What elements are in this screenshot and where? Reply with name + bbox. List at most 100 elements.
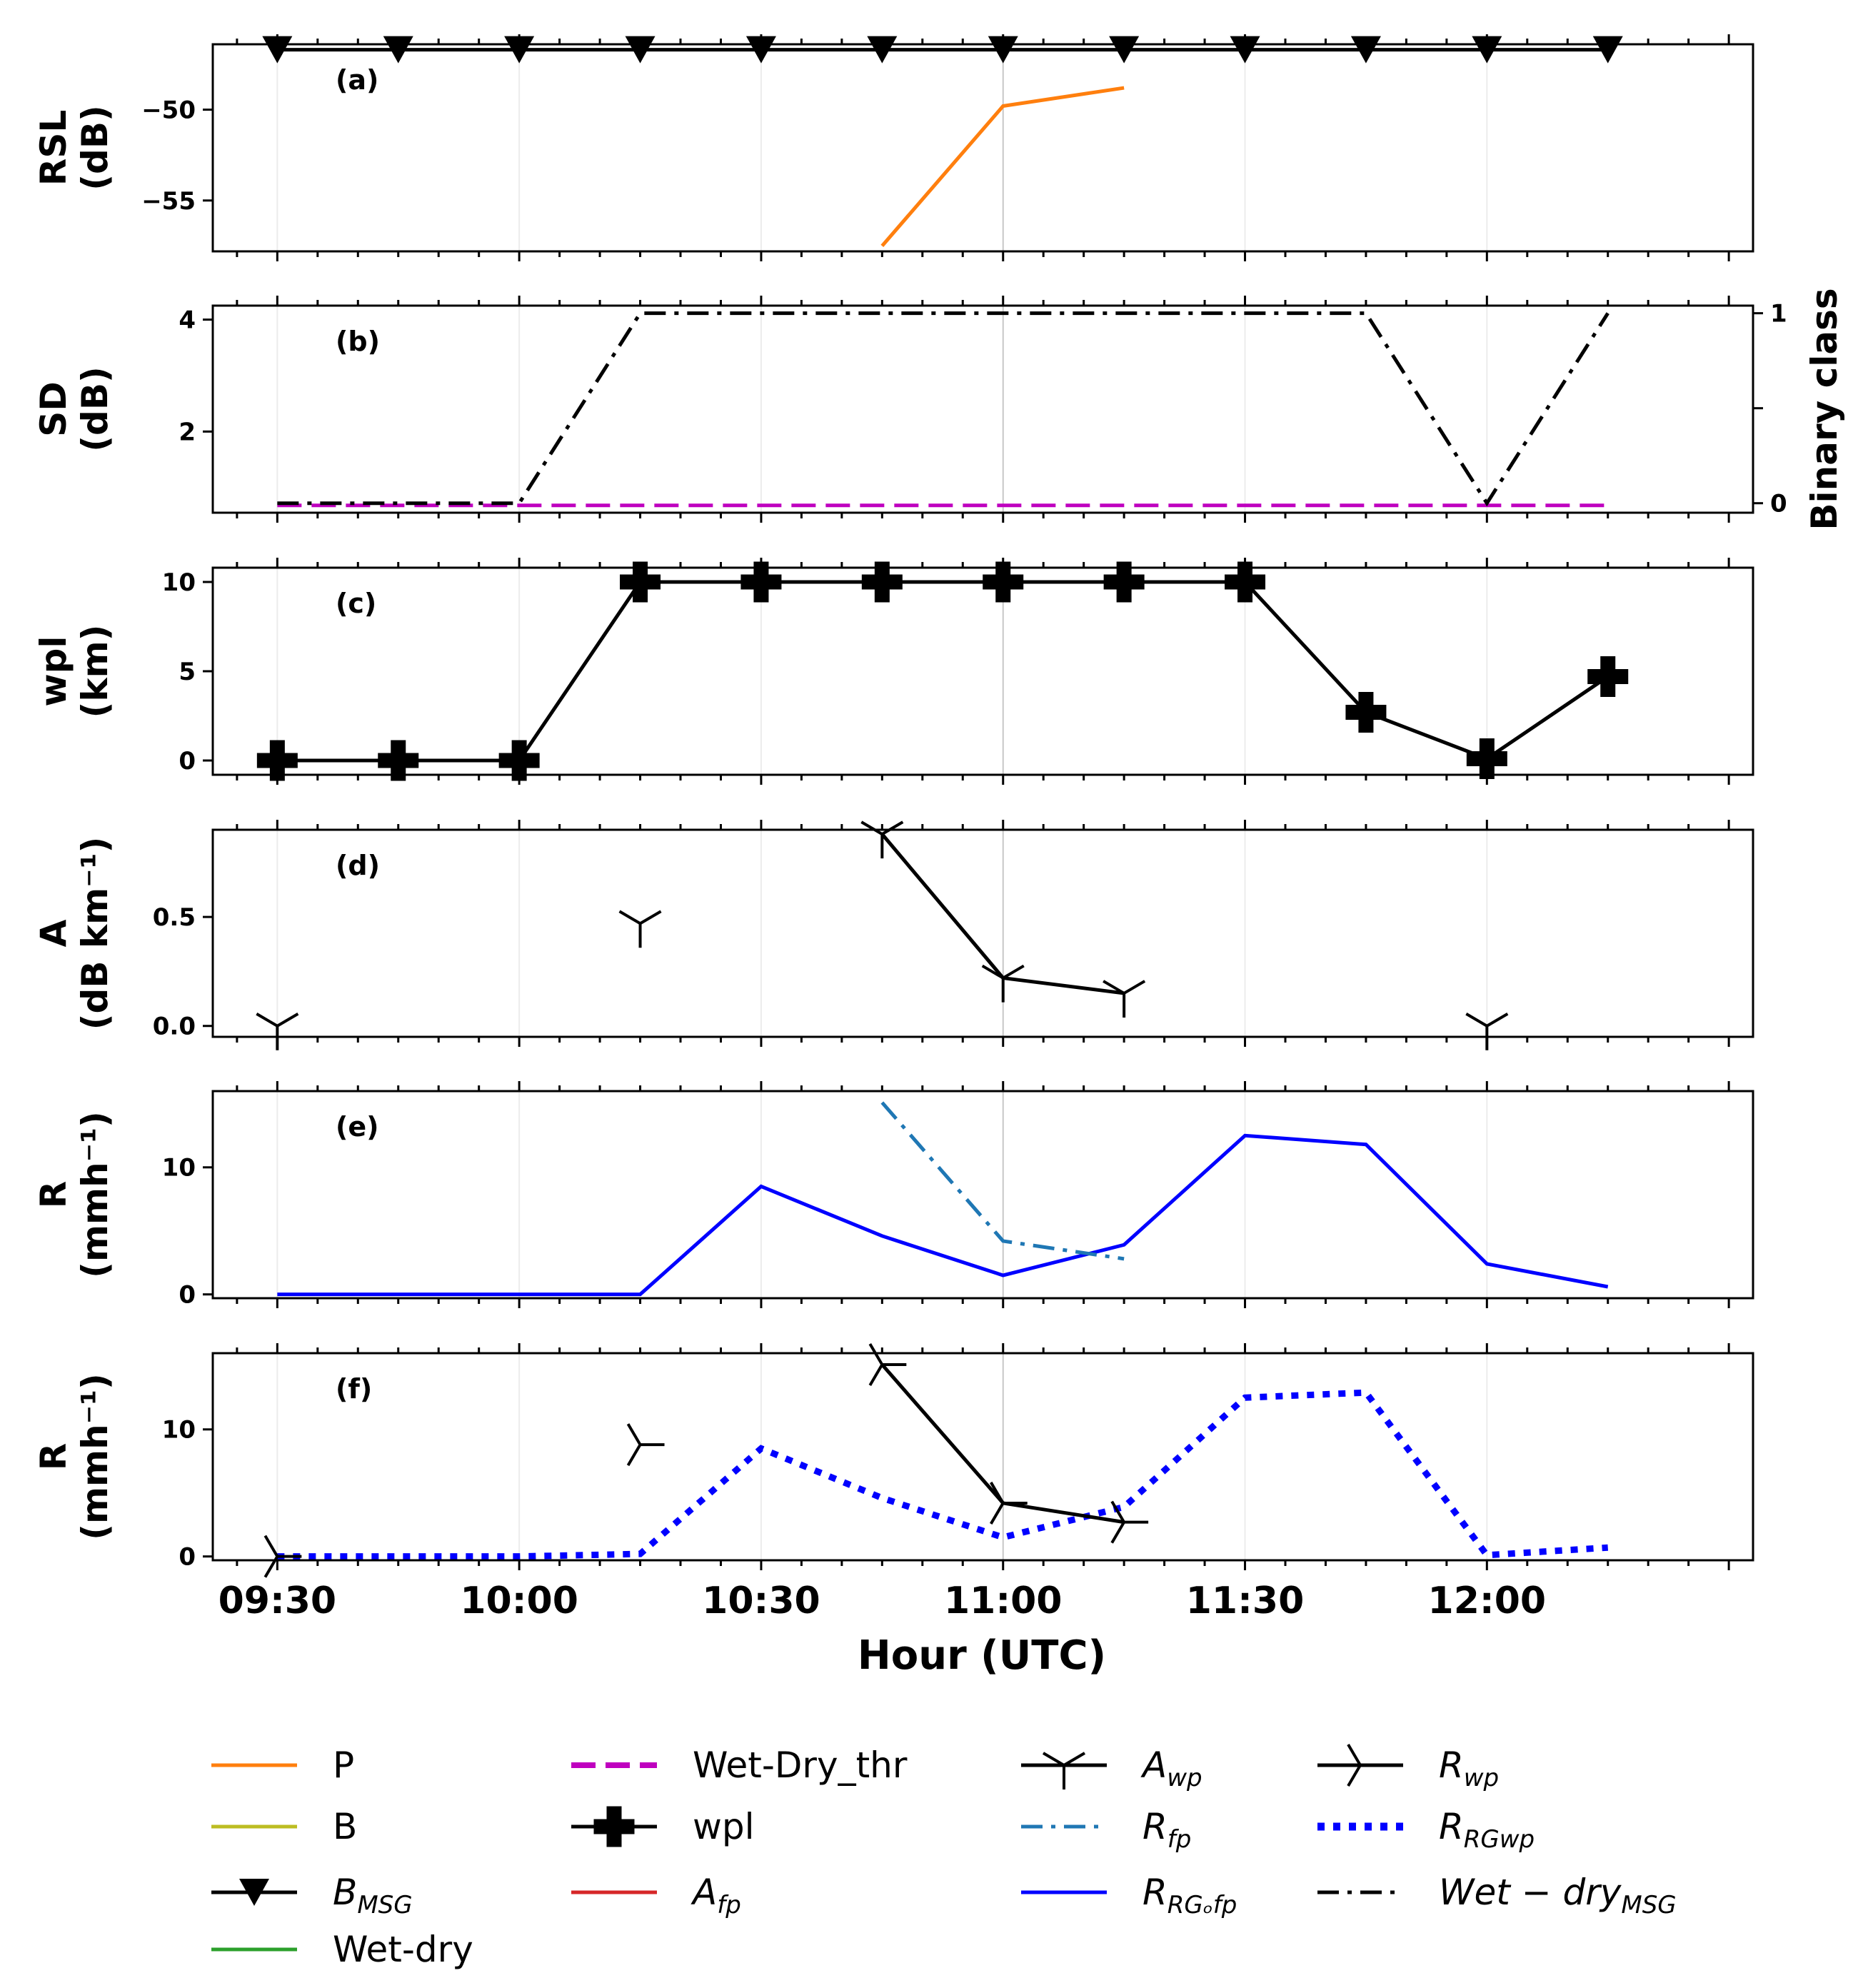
triangle-marker <box>625 36 656 64</box>
x-tick-label: 12:00 <box>1428 1580 1547 1622</box>
y-right-tick-label: 0 <box>1770 490 1787 518</box>
legend-label: Wet − dryMSG <box>1439 1872 1677 1919</box>
y-tick-label: 0.5 <box>153 903 196 932</box>
y-axis-unit: (mmh⁻¹) <box>74 1373 116 1540</box>
tri-right-marker <box>990 1481 1028 1525</box>
y-axis-unit: (dB) <box>74 366 116 452</box>
tri-down-marker <box>981 964 1025 1003</box>
triangle-marker <box>745 36 776 64</box>
y-axis-unit: (dB km⁻¹) <box>74 837 116 1030</box>
legend-label: P <box>333 1744 354 1786</box>
y-axis-label: R <box>33 1181 74 1209</box>
y-axis-unit: (km) <box>74 624 116 718</box>
legend-item: Wet-dry <box>211 1929 473 1970</box>
series-A_wp <box>256 820 1509 1050</box>
series-line <box>880 86 1125 248</box>
series-B_MSG <box>262 36 1623 64</box>
series-R_wp <box>263 1342 1149 1578</box>
triangle-marker <box>988 36 1018 64</box>
y-tick-label: −55 <box>141 187 196 216</box>
series-line <box>277 1133 1609 1297</box>
plus-marker <box>620 561 661 603</box>
x-tick-label: 09:30 <box>219 1580 337 1622</box>
triangle-marker <box>1350 36 1381 64</box>
legend-label: Rwp <box>1439 1744 1499 1792</box>
y-axis-label: wpl <box>33 636 74 706</box>
y-axis-label: SD <box>33 381 74 437</box>
legend-subscript: MSG <box>357 1891 412 1919</box>
y-tick-label: 4 <box>179 306 196 335</box>
series-line <box>880 833 1005 980</box>
panel-a: −50 −55 RSL (dB) (a) <box>33 34 1754 261</box>
tri-right-marker <box>626 1423 665 1467</box>
panel-c: 10 5 0 wpl (km) (c) <box>33 558 1754 785</box>
legend-item: Rfp <box>1021 1806 1191 1854</box>
plus-marker <box>256 740 298 781</box>
y-tick-label: 10 <box>162 1154 196 1183</box>
y-tick-label: 10 <box>162 568 196 597</box>
legend-item: Awp <box>1021 1744 1202 1792</box>
plus-marker <box>1466 738 1507 779</box>
legend-subscript: fp <box>717 1891 741 1919</box>
y-tick-label: 5 <box>179 658 196 686</box>
plus-marker <box>1345 692 1387 733</box>
legend-item: Wet − dryMSG <box>1317 1872 1677 1919</box>
panel-e: 10 0 R (mmh⁻¹) (e) <box>33 1081 1754 1310</box>
plus-marker <box>378 740 419 781</box>
triangle-marker <box>262 36 293 64</box>
legend-item: wpl <box>571 1806 755 1847</box>
tri-down-marker <box>1465 1013 1509 1050</box>
plus-marker <box>861 561 903 603</box>
legend-subscript: fp <box>1168 1825 1192 1854</box>
panel-d: 0.5 0.0 A (dB km⁻¹) (d) <box>33 820 1754 1050</box>
panel-b: 4 2 1 0 Binary class SD (dB) (b) <box>33 288 1845 530</box>
tri-down-marker <box>256 1013 299 1050</box>
panel-label: (d) <box>336 850 380 881</box>
legend-subscript: RGwp <box>1464 1825 1535 1854</box>
legend-item: RRGₒfp <box>1021 1872 1237 1919</box>
y-axis-label: RSL <box>33 110 74 186</box>
series-line <box>1003 976 1125 995</box>
legend-label: RRGwp <box>1439 1806 1535 1854</box>
plus-marker <box>593 1806 635 1847</box>
series-Wet-dry_MSG <box>277 311 1610 507</box>
plus-marker <box>1225 561 1266 603</box>
legend-subscript: wp <box>1167 1764 1202 1792</box>
legend-label: Afp <box>691 1872 741 1919</box>
y-tick-label: −50 <box>141 96 196 125</box>
y-tick-label: 2 <box>179 418 196 446</box>
series-line <box>277 311 1610 507</box>
panel-frame <box>211 566 1754 776</box>
plus-marker <box>1587 656 1629 697</box>
legend-subscript: RGₒfp <box>1168 1891 1237 1919</box>
series-line <box>1003 1501 1125 1525</box>
series-R_RG_fp <box>277 1133 1609 1297</box>
x-tick-label: 10:30 <box>702 1580 820 1622</box>
y-axis-unit: (mmh⁻¹) <box>74 1111 116 1278</box>
panel-frame <box>211 828 1754 1038</box>
triangle-marker <box>1472 36 1502 64</box>
x-tick-label: 11:30 <box>1186 1580 1305 1622</box>
x-axis: 09:30 10:00 10:30 11:00 11:30 12:00 Hour (UTC) <box>219 1580 1547 1679</box>
plus-marker <box>1103 561 1145 603</box>
plus-marker <box>740 561 782 603</box>
panel-label: (b) <box>336 326 380 357</box>
triangle-marker <box>504 36 535 64</box>
triangle-marker <box>1592 36 1623 64</box>
triangle-marker <box>867 36 898 64</box>
panel-label: (f) <box>336 1373 372 1405</box>
y-axis-label: A <box>33 919 74 947</box>
tri-right-marker <box>1347 1743 1385 1787</box>
legend-subscript: wp <box>1464 1764 1499 1792</box>
legend-subscript: MSG <box>1621 1891 1676 1919</box>
series-P <box>880 86 1125 248</box>
tri-down-marker <box>1103 980 1146 1018</box>
series-line <box>277 1389 1609 1560</box>
triangle-marker <box>1230 36 1260 64</box>
plus-marker <box>983 561 1024 603</box>
panel-label: (e) <box>336 1111 379 1143</box>
x-axis-label: Hour (UTC) <box>858 1632 1106 1679</box>
